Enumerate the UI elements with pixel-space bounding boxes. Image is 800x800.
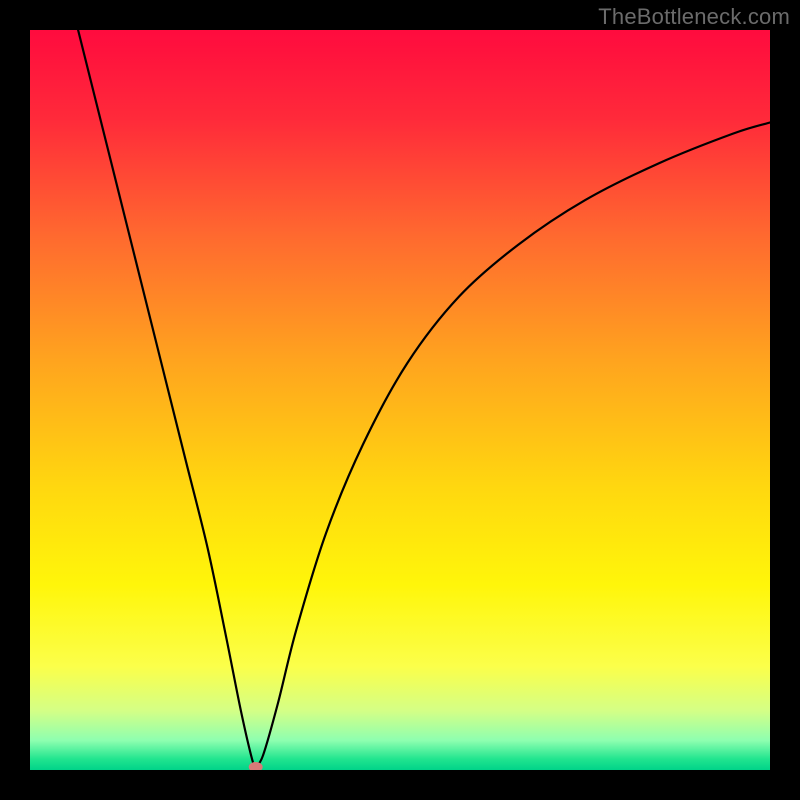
watermark-text: TheBottleneck.com	[598, 4, 790, 30]
bottleneck-chart	[0, 0, 800, 800]
chart-container: TheBottleneck.com	[0, 0, 800, 800]
